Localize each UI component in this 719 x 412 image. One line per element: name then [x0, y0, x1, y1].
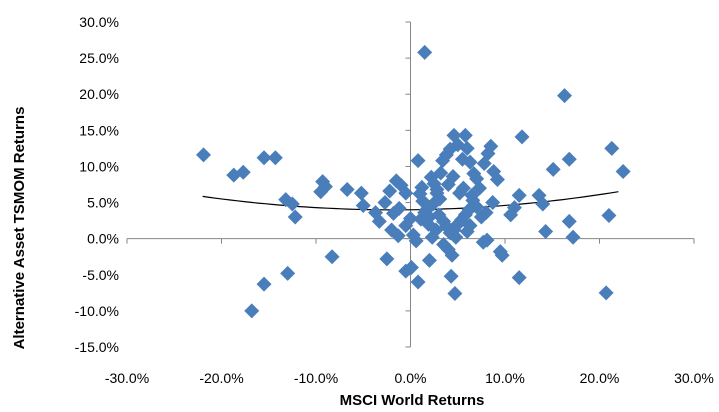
data-point — [355, 197, 371, 213]
data-point — [385, 205, 401, 221]
x-tick-label: 10.0% — [485, 370, 525, 386]
data-point — [479, 232, 495, 248]
data-points — [196, 44, 631, 319]
y-tick-label: 0.0% — [87, 231, 119, 247]
data-point — [382, 183, 398, 199]
data-point — [256, 276, 272, 292]
data-point — [448, 229, 464, 245]
data-point — [196, 147, 212, 163]
axes — [126, 21, 695, 348]
data-point — [494, 247, 510, 263]
y-tick-label: 15.0% — [79, 122, 119, 138]
data-point — [464, 187, 480, 203]
x-tick-labels: -30.0% -20.0% -10.0% 0.0% 10.0% 20.0% 30.0% — [105, 370, 714, 386]
x-tick-label: 20.0% — [580, 370, 620, 386]
data-point — [447, 286, 463, 302]
data-point — [557, 88, 573, 104]
data-point — [421, 252, 437, 268]
x-tick-label: 30.0% — [674, 370, 714, 386]
trendline-layer — [202, 191, 619, 211]
trendline — [202, 191, 619, 211]
x-tick-label: -20.0% — [199, 370, 243, 386]
data-point — [379, 251, 395, 267]
data-point — [324, 249, 340, 265]
data-point — [313, 184, 329, 200]
data-point — [424, 229, 440, 245]
data-point — [506, 200, 522, 216]
data-point — [462, 154, 478, 170]
data-point — [462, 218, 478, 234]
data-point — [244, 303, 260, 319]
x-axis-title: MSCI World Returns — [340, 392, 485, 409]
y-tick-labels: 30.0% 25.0% 20.0% 15.0% 10.0% 5.0% 0.0% -5.0% -1… — [75, 14, 119, 355]
data-point — [483, 138, 499, 154]
data-point — [410, 153, 426, 169]
data-point — [444, 247, 460, 263]
y-tick-label: -10.0% — [75, 303, 119, 319]
data-point — [287, 209, 303, 225]
y-axis-title: Alternative Asset TSMOM Returns — [11, 107, 28, 350]
data-point — [565, 229, 581, 245]
data-point — [371, 213, 387, 229]
x-tick-label: -30.0% — [105, 370, 149, 386]
data-point — [256, 150, 272, 166]
data-point — [459, 140, 475, 156]
data-point — [425, 196, 441, 212]
data-point — [410, 274, 426, 290]
data-point — [511, 187, 527, 203]
data-point — [604, 140, 620, 156]
data-point — [598, 285, 614, 301]
x-tick-label: -10.0% — [294, 370, 338, 386]
data-point — [413, 211, 429, 227]
data-point — [280, 265, 296, 281]
y-tick-label: -15.0% — [75, 339, 119, 355]
y-tick-label: 30.0% — [79, 14, 119, 30]
data-point — [561, 151, 577, 167]
data-point — [226, 167, 242, 183]
data-point — [455, 180, 471, 196]
data-point — [284, 196, 300, 212]
data-point — [339, 182, 355, 198]
data-point — [485, 195, 501, 211]
y-tick-label: 10.0% — [79, 158, 119, 174]
data-point — [403, 210, 418, 226]
data-point — [414, 179, 430, 195]
x-tick-label: 0.0% — [395, 370, 427, 386]
data-point — [601, 208, 617, 224]
data-point — [433, 165, 449, 181]
data-point — [431, 207, 447, 223]
data-point — [545, 161, 561, 177]
data-point — [535, 196, 551, 212]
data-point — [445, 169, 461, 185]
data-point — [353, 185, 369, 201]
data-point — [457, 127, 473, 143]
y-tick-label: 20.0% — [79, 86, 119, 102]
data-point — [489, 171, 505, 187]
data-point — [538, 223, 554, 239]
data-point — [408, 233, 424, 249]
data-point — [403, 260, 419, 276]
data-point — [561, 213, 577, 229]
data-point — [390, 228, 406, 244]
y-tick-label: 5.0% — [87, 195, 119, 211]
data-point — [615, 164, 631, 179]
data-point — [267, 150, 283, 166]
data-point — [514, 129, 530, 145]
data-point — [377, 195, 393, 211]
y-tick-label: 25.0% — [79, 50, 119, 66]
data-point — [443, 268, 459, 284]
data-point — [511, 270, 527, 286]
y-tick-label: -5.0% — [82, 267, 119, 283]
data-point — [417, 44, 433, 60]
data-point — [398, 185, 414, 201]
